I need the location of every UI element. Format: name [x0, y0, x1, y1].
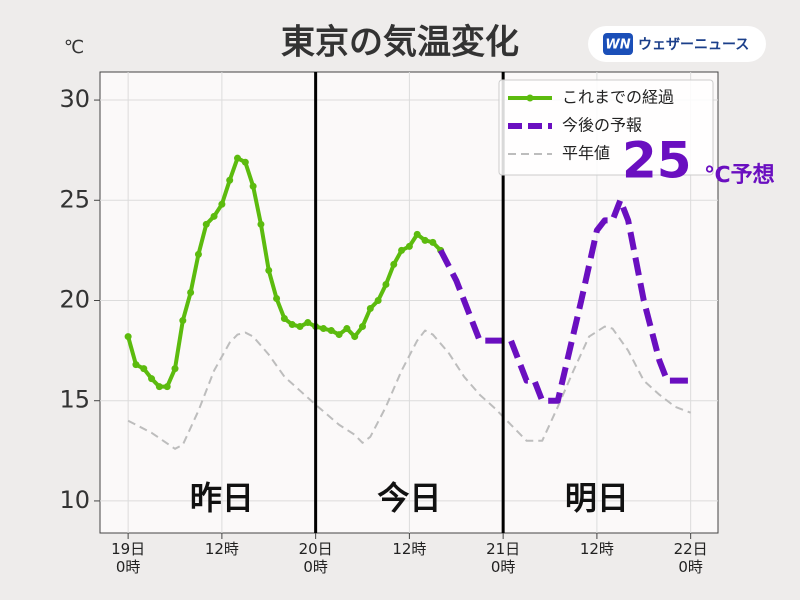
x-tick-label: 12時 [392, 540, 427, 558]
legend-label: 平年値 [562, 144, 610, 163]
x-tick-label: 12時 [579, 540, 614, 558]
data-point [429, 238, 437, 246]
data-point [187, 288, 195, 296]
data-point [366, 305, 374, 313]
data-point [163, 383, 171, 391]
annotation-value: 25 [622, 132, 692, 190]
x-tick-label: 19日 0時 [111, 540, 146, 576]
y-axis-unit: ℃ [64, 37, 84, 58]
data-point [319, 325, 327, 333]
data-point [405, 242, 413, 250]
series-line [127, 325, 692, 450]
data-point [398, 246, 406, 254]
data-point [124, 333, 132, 341]
y-tick-label: 25 [59, 185, 90, 213]
data-point [296, 323, 304, 331]
day-label: 明日 [565, 479, 629, 517]
legend-label: これまでの経過 [562, 88, 674, 107]
data-point [140, 365, 148, 373]
day-label: 今日 [377, 479, 441, 517]
data-point [265, 266, 273, 274]
data-point [288, 321, 296, 329]
data-point [179, 317, 187, 325]
y-tick-label: 10 [59, 486, 90, 514]
data-point [148, 375, 156, 383]
data-point [202, 220, 210, 228]
data-point [241, 158, 249, 166]
y-tick-label: 15 [59, 386, 90, 414]
data-point [132, 361, 140, 369]
data-point [226, 176, 234, 184]
legend-label: 今後の予報 [562, 116, 642, 135]
legend-marker [526, 94, 534, 102]
data-point [359, 323, 367, 331]
data-point [327, 327, 335, 335]
data-point [155, 383, 163, 391]
data-point [257, 220, 265, 228]
data-point [194, 250, 202, 258]
data-point [382, 280, 390, 288]
logo-text: ウェザーニュース [638, 37, 749, 53]
data-point [304, 319, 312, 327]
logo-mark: WN [605, 38, 630, 53]
data-point [218, 200, 226, 208]
x-tick-label: 20日 0時 [298, 540, 333, 576]
chart-title: 東京の気温変化 [281, 23, 519, 63]
data-point [210, 212, 218, 220]
data-point [413, 230, 421, 238]
data-point [234, 154, 242, 162]
series-line [437, 197, 691, 404]
x-tick-label: 12時 [204, 540, 239, 558]
x-tick-label: 21日 0時 [486, 540, 521, 576]
logo-bg [588, 26, 766, 62]
data-point [249, 182, 257, 190]
data-point [374, 296, 382, 304]
data-point [335, 331, 343, 339]
y-tick-label: 20 [59, 285, 90, 313]
data-point [421, 236, 429, 244]
data-point [273, 294, 281, 302]
y-tick-label: 30 [59, 85, 90, 113]
data-point [351, 333, 359, 341]
x-tick-label: 22日 0時 [673, 540, 708, 576]
data-point [171, 365, 179, 373]
legend-box [498, 79, 714, 176]
data-point [390, 260, 398, 268]
logo-icon [603, 33, 633, 55]
day-label: 昨日 [190, 479, 254, 517]
data-point [343, 325, 351, 333]
data-point [280, 315, 288, 323]
annotation-text: ℃予想 [704, 163, 775, 188]
